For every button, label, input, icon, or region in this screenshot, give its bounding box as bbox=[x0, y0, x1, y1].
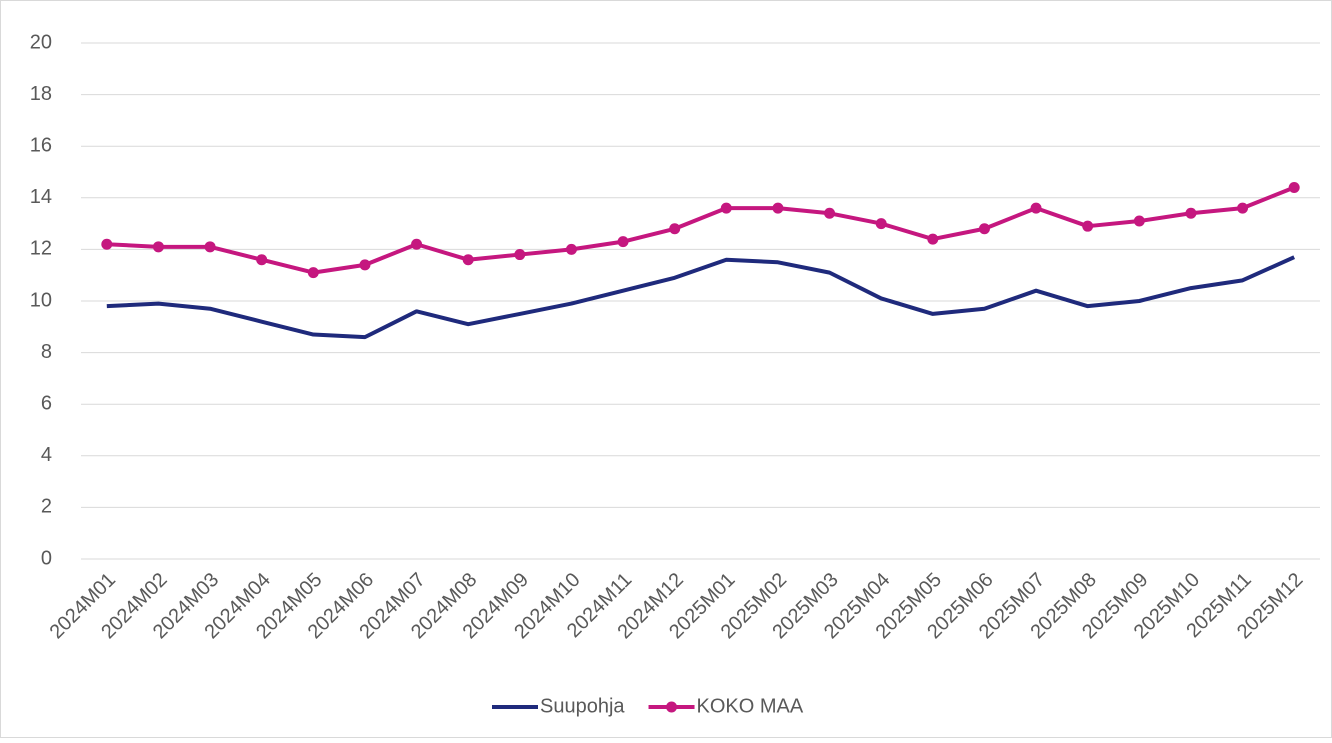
marker bbox=[1030, 202, 1042, 214]
legend-label: Suupohja bbox=[540, 695, 625, 717]
marker bbox=[359, 259, 371, 271]
marker bbox=[152, 241, 164, 253]
y-tick-label: 8 bbox=[41, 341, 52, 363]
y-tick-label: 18 bbox=[30, 83, 52, 105]
marker bbox=[617, 236, 629, 248]
marker bbox=[875, 218, 887, 230]
marker bbox=[204, 241, 216, 253]
y-tick-label: 0 bbox=[41, 547, 52, 569]
marker bbox=[411, 238, 423, 250]
marker bbox=[565, 243, 577, 255]
marker bbox=[256, 254, 268, 266]
marker bbox=[307, 267, 319, 279]
marker bbox=[772, 202, 784, 214]
y-tick-label: 10 bbox=[30, 289, 52, 311]
y-tick-label: 6 bbox=[41, 392, 52, 414]
marker bbox=[669, 223, 681, 235]
marker bbox=[462, 254, 474, 266]
y-tick-label: 12 bbox=[30, 238, 52, 260]
marker bbox=[514, 249, 526, 261]
marker bbox=[978, 223, 990, 235]
y-tick-label: 4 bbox=[41, 444, 52, 466]
marker bbox=[1133, 215, 1145, 227]
y-tick-label: 2 bbox=[41, 496, 52, 518]
y-tick-label: 14 bbox=[30, 186, 52, 208]
line-series bbox=[106, 185, 1295, 275]
marker bbox=[927, 233, 939, 245]
y-tick-label: 16 bbox=[30, 134, 52, 156]
marker bbox=[1185, 207, 1197, 219]
marker bbox=[1288, 181, 1300, 193]
marker bbox=[824, 207, 836, 219]
y-tick-label: 20 bbox=[30, 31, 52, 53]
marker bbox=[1082, 220, 1094, 232]
legend-marker bbox=[666, 701, 678, 713]
marker bbox=[101, 238, 113, 250]
marker bbox=[720, 202, 732, 214]
legend-label: KOKO MAA bbox=[697, 695, 804, 717]
marker bbox=[1237, 202, 1249, 214]
line-series bbox=[106, 255, 1296, 340]
